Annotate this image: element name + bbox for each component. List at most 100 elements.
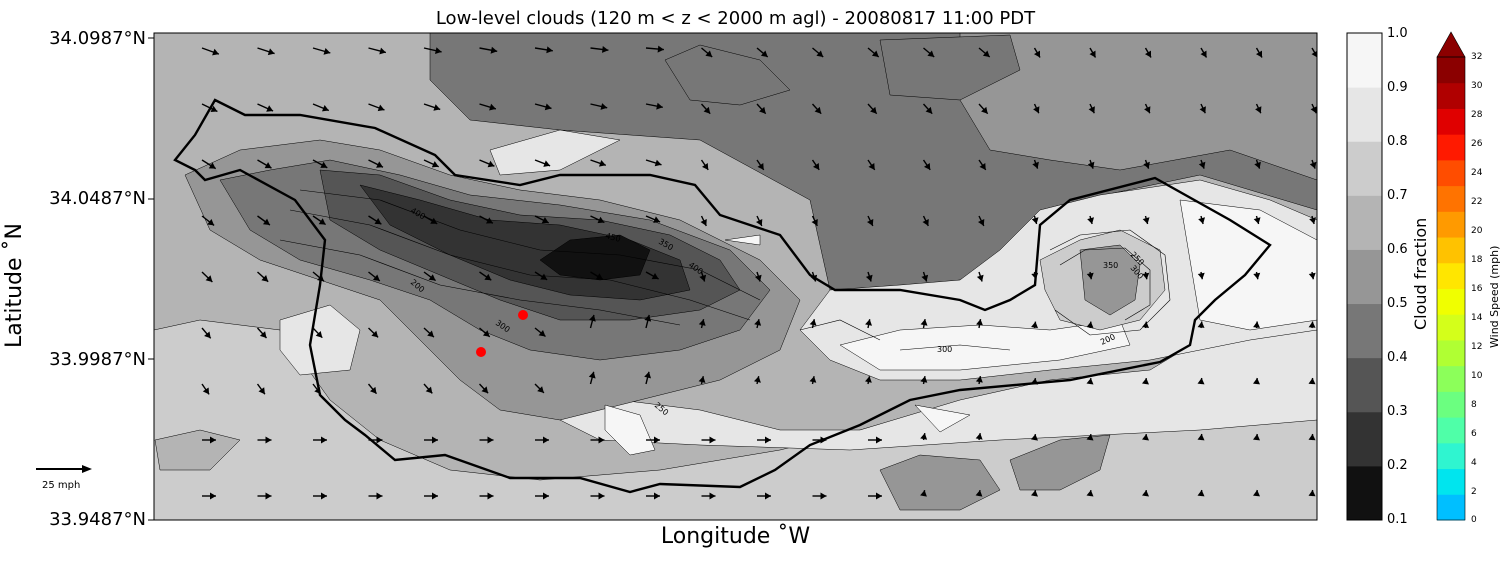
- wind-vector-head: [1142, 378, 1149, 385]
- wind-vector-head: [432, 436, 438, 444]
- colorbar-label: Cloud fraction: [1411, 217, 1430, 330]
- field-region: [914, 404, 971, 433]
- wind-vector-head: [314, 387, 321, 394]
- wind-vector-head: [1253, 321, 1260, 328]
- colorbar-segment: [1347, 33, 1382, 88]
- wind-vector-head: [538, 330, 546, 337]
- wind-vector-head: [484, 273, 492, 281]
- wind-vector-head: [765, 492, 771, 500]
- wind-vector-head: [1253, 217, 1261, 224]
- wind-vector-head: [760, 50, 768, 57]
- wind-vector-head: [820, 436, 827, 444]
- wind-vector-head: [265, 436, 272, 444]
- colorbar-tick-label: 0.3: [1387, 404, 1408, 419]
- wind-vector-head: [204, 331, 211, 339]
- reference-arrow-label: 25 mph: [42, 480, 81, 491]
- wind-vector-head: [651, 273, 659, 280]
- wind-vector-head: [376, 161, 383, 168]
- wind-vector-head: [267, 48, 275, 56]
- wind-vector-head: [922, 219, 929, 226]
- wind-vector-head: [1308, 272, 1316, 280]
- field-region: [279, 304, 361, 376]
- wind-vector-head: [920, 433, 928, 440]
- wind-vector-head: [703, 106, 711, 114]
- wind-vector-head: [486, 217, 493, 224]
- wind-vector-head: [765, 436, 771, 444]
- wind-vector-head: [481, 386, 489, 394]
- wind-vector-head: [1309, 217, 1316, 224]
- wind-vector-head: [264, 162, 272, 169]
- wind-vector-head: [428, 274, 436, 281]
- wind-vector-head: [427, 330, 434, 338]
- colorbar-segment: [1347, 303, 1382, 359]
- wind-vector-head: [317, 274, 324, 282]
- contour-lines: [279, 189, 1171, 351]
- colorbar-segment: [1437, 211, 1465, 238]
- wind-vector-head: [756, 219, 763, 226]
- wind-vector-head: [1142, 434, 1149, 441]
- wind-vector-head: [927, 50, 935, 57]
- colorbar-tick-label: 22: [1471, 197, 1483, 207]
- wind-vector-head: [1144, 106, 1151, 114]
- wind-vector-head: [322, 105, 329, 112]
- colorbar-tick-label: 0.2: [1387, 458, 1408, 473]
- wind-vector-head: [1086, 378, 1094, 385]
- wind-vector-head: [374, 218, 382, 225]
- plot-frame: [153, 32, 1318, 521]
- colorbar-tick-label: 0: [1471, 515, 1477, 525]
- colorbar-segment: [1437, 314, 1465, 341]
- colorbar-segment: [1437, 57, 1465, 84]
- field-region: [1009, 434, 1111, 491]
- wind-vector-head: [321, 436, 327, 444]
- wind-vector-head: [1034, 50, 1040, 58]
- colorbar-segment: [1437, 468, 1465, 495]
- wind-vector-head: [1088, 106, 1095, 114]
- wind-vector-head: [699, 274, 707, 282]
- wind-vector-head: [705, 50, 713, 57]
- boundary-outline: [173, 98, 1272, 494]
- colorbar-tick-label: 16: [1471, 284, 1483, 294]
- wind-vector-head: [870, 106, 877, 114]
- colorbar-tick-label: 0.9: [1387, 80, 1408, 95]
- colorbar-tick-label: 0.4: [1387, 350, 1408, 365]
- wind-vector-head: [543, 436, 549, 444]
- wind-vector-head: [1253, 490, 1260, 497]
- wind-vector-head: [372, 274, 380, 281]
- wind-vector-head: [975, 433, 983, 440]
- wind-vector-head: [1197, 434, 1205, 441]
- wind-vector-head: [1256, 50, 1262, 58]
- wind-vector-head: [867, 219, 874, 226]
- colorbar-segment: [1437, 288, 1465, 315]
- wind-vector-head: [1032, 161, 1039, 169]
- wind-vector-head: [599, 160, 606, 167]
- wind-vector-head: [865, 319, 872, 326]
- wind-vector-head: [598, 492, 605, 500]
- wind-vector-head: [1309, 161, 1317, 169]
- wind-vector-head: [814, 106, 822, 114]
- wind-vector-head: [865, 274, 873, 282]
- wind-vector-head: [754, 274, 762, 282]
- wind-vector-head: [210, 105, 218, 112]
- wind-vector-head: [976, 274, 984, 282]
- wind-vector-head: [1308, 434, 1316, 441]
- field-region: [879, 454, 1001, 511]
- wind-vector-head: [876, 436, 882, 444]
- colorbar-tick-label: 10: [1471, 371, 1483, 381]
- wind-vector-head: [820, 492, 827, 500]
- wind-vector-head: [754, 319, 762, 326]
- colorbar-segment: [1347, 87, 1382, 142]
- field-region: [1179, 199, 1317, 331]
- colorbar-tick-label: 0.6: [1387, 242, 1408, 257]
- wind-vector-head: [644, 371, 651, 379]
- colorbar-tick-label: 12: [1471, 342, 1483, 352]
- wind-vector-head: [1310, 106, 1317, 114]
- wind-vector-head: [261, 275, 269, 282]
- colorbar-tick-label: 28: [1471, 110, 1483, 120]
- colorbar-segment: [1347, 357, 1382, 413]
- colorbar-segment: [1437, 494, 1465, 521]
- wind-vector-head: [208, 162, 216, 169]
- wind-vector-head: [813, 163, 820, 170]
- wind-vector-head: [207, 219, 215, 226]
- wind-vector-head: [263, 218, 270, 225]
- wind-vector-head: [809, 319, 817, 326]
